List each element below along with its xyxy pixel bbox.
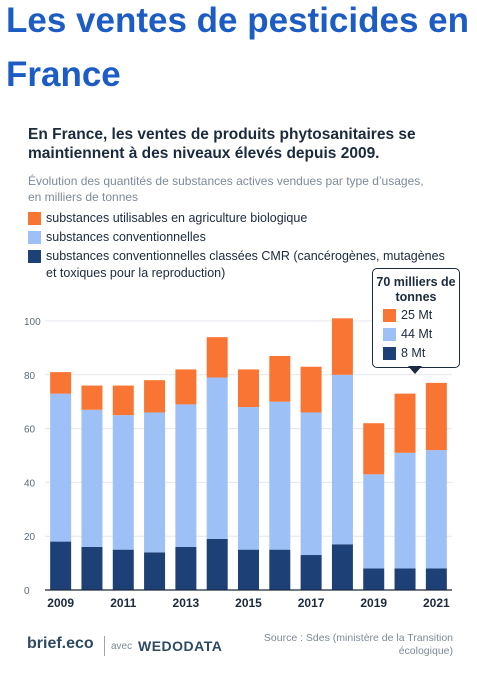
y-tick-label-40: 40 (24, 478, 36, 489)
bar-segment-2021-s1 (425, 450, 447, 569)
bar-segment-2018-s1 (331, 374, 353, 545)
x-tick-label-2015: 2015 (235, 596, 262, 610)
x-tick-label-2021: 2021 (423, 596, 450, 610)
page-title: Les ventes de pesticides en France (6, 1, 469, 94)
badge-title: 70 milliers de tonnes (376, 275, 456, 304)
bar-segment-2019-s0 (363, 568, 385, 590)
x-tick-label-2013: 2013 (173, 596, 200, 610)
bar-segment-2018-s2 (331, 318, 353, 375)
bar-segment-2011-s2 (112, 385, 134, 416)
badge-swatch-cmr (383, 347, 396, 360)
bar-segment-2010-s1 (81, 409, 103, 547)
legend-swatch-bio (28, 212, 41, 225)
badge-label-conventional: 44 Mt (401, 327, 433, 341)
bar-segment-2012-s2 (144, 380, 166, 413)
bar-segment-2020-s2 (394, 393, 416, 453)
bar-segment-2013-s2 (175, 369, 197, 405)
bar-segment-2019-s1 (363, 474, 385, 569)
legend-swatch-cmr (28, 250, 41, 263)
bar-segment-2009-s0 (50, 541, 72, 590)
legend-item-cmr: substances conventionnelles classées CMR… (28, 248, 448, 282)
bar-segment-2016-s0 (269, 549, 291, 590)
badge-label-bio: 25 Mt (401, 308, 433, 322)
legend-item-conventional: substances conventionnelles (28, 229, 448, 246)
bar-segment-2021-s0 (425, 568, 447, 590)
bar-segment-2016-s2 (269, 355, 291, 402)
legend-label-cmr: substances conventionnelles classées CMR… (46, 249, 445, 280)
bar-segment-2013-s0 (175, 546, 197, 590)
badge-row-bio: 25 Mt (373, 307, 459, 324)
bar-segment-2009-s2 (50, 372, 72, 394)
bar-segment-2014-s2 (206, 337, 228, 378)
bar-segment-2010-s2 (81, 385, 103, 410)
bar-segment-2020-s1 (394, 452, 416, 569)
x-tick-label-2009: 2009 (47, 596, 74, 610)
wedodata-logo: WEDODATA (138, 638, 223, 654)
y-tick-label-60: 60 (24, 425, 36, 436)
y-tick-label-80: 80 (24, 371, 36, 382)
chart-legend: substances utilisables en agriculture bi… (28, 210, 448, 284)
bar-segment-2009-s1 (50, 393, 72, 542)
total-badge: 70 milliers de tonnes 25 Mt 44 Mt 8 Mt (372, 268, 460, 368)
bar-segment-2019-s2 (363, 423, 385, 475)
bar-segment-2021-s2 (425, 382, 447, 451)
legend-label-conventional: substances conventionnelles (46, 230, 206, 244)
bar-segment-2017-s2 (300, 366, 322, 413)
bar-segment-2015-s2 (238, 369, 259, 408)
bar-segment-2020-s0 (394, 568, 416, 590)
bar-segment-2012-s1 (144, 412, 166, 553)
source-note: Source : Sdes (ministère de la Transitio… (263, 632, 453, 657)
x-tick-label-2019: 2019 (360, 596, 387, 610)
bar-segment-2015-s0 (238, 549, 259, 590)
bar-segment-2014-s1 (206, 377, 228, 539)
bar-segment-2017-s1 (300, 412, 322, 556)
legend-label-bio: substances utilisables en agriculture bi… (46, 211, 308, 225)
badge-label-cmr: 8 Mt (401, 346, 426, 360)
x-tick-label-2011: 2011 (110, 596, 136, 610)
badge-row-conventional: 44 Mt (373, 326, 459, 343)
x-tick-label-2017: 2017 (298, 596, 325, 610)
bar-segment-2011-s1 (112, 415, 134, 550)
footer-avec: avec (111, 641, 133, 652)
legend-swatch-conventional (28, 231, 41, 244)
y-tick-label-20: 20 (24, 532, 36, 543)
bar-segment-2012-s0 (144, 552, 166, 590)
bar-segment-2018-s0 (331, 544, 353, 590)
badge-pointer (408, 366, 422, 374)
badge-swatch-conventional (383, 328, 396, 341)
legend-item-bio: substances utilisables en agriculture bi… (28, 210, 448, 227)
bar-segment-2013-s1 (175, 404, 197, 547)
y-tick-label-0: 0 (24, 586, 30, 597)
y-tick-label-100: 100 (24, 317, 41, 328)
badge-swatch-bio (383, 309, 396, 322)
badge-row-cmr: 8 Mt (373, 345, 459, 362)
bar-segment-2011-s0 (112, 549, 134, 590)
chart-subtitle: Évolution des quantités de substances ac… (28, 174, 424, 204)
brief-eco-logo: brief.eco (27, 635, 94, 652)
bar-segment-2015-s1 (238, 407, 259, 550)
bar-segment-2014-s0 (206, 538, 228, 590)
chart-title: En France, les ventes de produits phytos… (28, 126, 416, 162)
bar-segment-2016-s1 (269, 401, 291, 550)
footer-divider (104, 636, 105, 656)
bar-segment-2010-s0 (81, 546, 103, 590)
bar-segment-2017-s0 (300, 555, 322, 590)
